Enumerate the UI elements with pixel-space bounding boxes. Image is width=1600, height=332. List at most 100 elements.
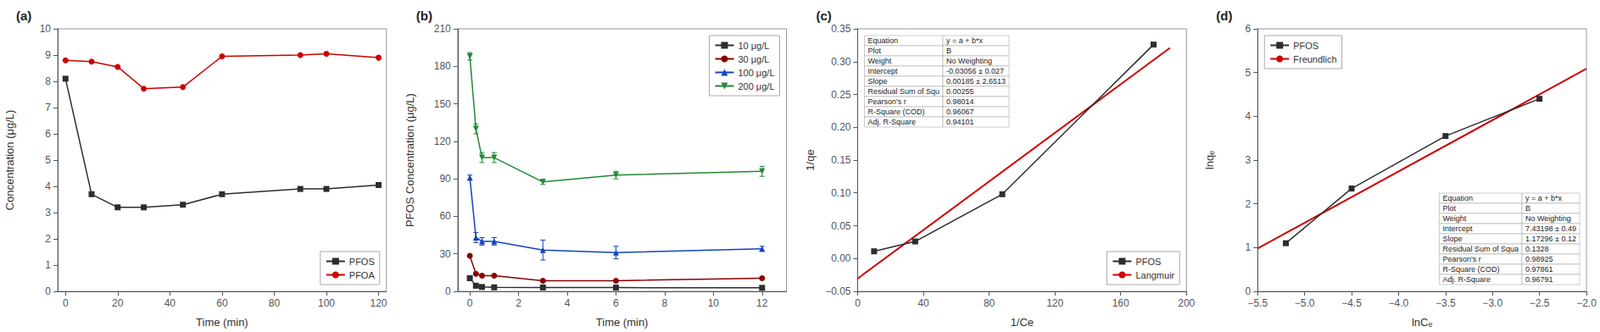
svg-text:(d): (d) [1215, 8, 1233, 23]
svg-text:10 μg/L: 10 μg/L [737, 40, 770, 51]
svg-text:−2.5: −2.5 [1529, 297, 1550, 310]
svg-text:0.00: 0.00 [830, 252, 852, 265]
svg-text:Plot: Plot [1442, 204, 1456, 213]
svg-text:R-Square (COD): R-Square (COD) [868, 107, 926, 117]
svg-text:0.15: 0.15 [830, 154, 852, 167]
svg-text:Slope: Slope [868, 77, 888, 86]
svg-text:Time (min): Time (min) [195, 316, 249, 329]
svg-text:4: 4 [1245, 110, 1252, 123]
svg-text:Adj. R-Square: Adj. R-Square [1442, 275, 1491, 285]
svg-text:Pearson's r: Pearson's r [868, 97, 907, 106]
svg-text:3: 3 [44, 206, 51, 219]
svg-text:R-Square (COD): R-Square (COD) [1442, 265, 1500, 274]
svg-text:100 μg/L: 100 μg/L [737, 67, 775, 79]
svg-text:lnCₑ: lnCₑ [1411, 316, 1433, 329]
svg-text:Residual Sum of Squa: Residual Sum of Squa [1442, 245, 1519, 254]
svg-text:60: 60 [439, 210, 452, 223]
svg-text:20: 20 [111, 297, 124, 310]
svg-text:0.96067: 0.96067 [946, 107, 975, 117]
svg-text:0: 0 [445, 285, 452, 298]
svg-text:0: 0 [467, 297, 474, 310]
svg-text:B: B [1525, 204, 1531, 213]
svg-text:0.97861: 0.97861 [1525, 265, 1554, 274]
svg-text:(b): (b) [416, 8, 433, 23]
svg-text:PFOS: PFOS [349, 256, 375, 268]
svg-text:12: 12 [756, 297, 769, 310]
svg-text:80: 80 [268, 297, 281, 310]
svg-text:6: 6 [1245, 22, 1252, 35]
svg-text:y = a + b*x: y = a + b*x [946, 36, 984, 45]
svg-text:-0.03056 ± 0.027: -0.03056 ± 0.027 [946, 66, 1004, 76]
svg-text:2: 2 [1245, 198, 1252, 211]
svg-text:10: 10 [708, 297, 720, 310]
svg-text:0.10: 0.10 [830, 187, 852, 200]
svg-text:1/Ce: 1/Ce [1010, 316, 1034, 329]
svg-text:lnqₑ: lnqₑ [1203, 150, 1216, 170]
svg-text:8: 8 [44, 75, 51, 88]
svg-text:0.05: 0.05 [830, 220, 852, 233]
svg-text:(a): (a) [16, 8, 32, 23]
svg-text:200 μg/L: 200 μg/L [737, 81, 775, 92]
svg-text:−0.05: −0.05 [825, 285, 852, 298]
svg-text:60: 60 [216, 297, 229, 310]
svg-text:4: 4 [44, 180, 51, 193]
svg-text:8: 8 [662, 297, 669, 310]
svg-text:120: 120 [1046, 297, 1064, 310]
svg-text:0.20: 0.20 [830, 121, 852, 134]
svg-text:1: 1 [1245, 241, 1252, 254]
svg-text:−3.0: −3.0 [1482, 297, 1503, 310]
svg-text:120: 120 [370, 297, 388, 310]
svg-text:9: 9 [44, 49, 51, 62]
svg-text:5: 5 [44, 154, 51, 167]
svg-text:−4.5: −4.5 [1341, 297, 1362, 310]
svg-text:PFOS Concentration (μg/L): PFOS Concentration (μg/L) [403, 93, 417, 228]
svg-text:−4.0: −4.0 [1388, 297, 1410, 310]
svg-text:−2.0: −2.0 [1576, 297, 1597, 310]
svg-text:40: 40 [917, 297, 930, 310]
svg-text:6: 6 [613, 297, 619, 310]
svg-text:100: 100 [317, 297, 335, 310]
svg-text:(c): (c) [816, 8, 832, 23]
svg-text:2: 2 [515, 297, 522, 310]
svg-text:Slope: Slope [1442, 234, 1462, 244]
svg-text:0.1328: 0.1328 [1525, 245, 1550, 254]
svg-text:0: 0 [854, 297, 861, 310]
svg-text:7: 7 [44, 101, 51, 114]
svg-text:−3.5: −3.5 [1435, 297, 1456, 310]
svg-text:Equation: Equation [1442, 194, 1473, 203]
svg-text:90: 90 [439, 172, 452, 185]
svg-text:No Weighting: No Weighting [946, 56, 993, 66]
svg-text:0.00255: 0.00255 [946, 87, 975, 96]
svg-text:6: 6 [44, 128, 51, 140]
svg-text:−5.0: −5.0 [1294, 297, 1316, 310]
svg-text:Residual Sum of Squ: Residual Sum of Squ [868, 87, 941, 96]
svg-text:y = a + b*x: y = a + b*x [1525, 194, 1563, 203]
svg-text:Intercept: Intercept [868, 66, 899, 76]
svg-text:1/qe: 1/qe [803, 149, 817, 171]
svg-text:0: 0 [62, 297, 69, 310]
svg-text:0.30: 0.30 [830, 55, 852, 68]
svg-text:Concentration (μg/L): Concentration (μg/L) [3, 110, 17, 212]
svg-text:Weight: Weight [868, 56, 892, 66]
svg-text:1: 1 [44, 259, 51, 272]
svg-text:40: 40 [164, 297, 177, 310]
svg-text:2: 2 [44, 233, 51, 246]
svg-text:160: 160 [1112, 297, 1130, 310]
svg-text:1.17296 ± 0.12: 1.17296 ± 0.12 [1525, 234, 1577, 244]
svg-text:PFOA: PFOA [349, 270, 376, 281]
svg-text:150: 150 [434, 98, 452, 111]
svg-text:Time (min): Time (min) [596, 316, 649, 329]
svg-text:0.94101: 0.94101 [946, 117, 975, 127]
svg-text:0: 0 [1245, 285, 1252, 298]
svg-text:0.98925: 0.98925 [1525, 255, 1554, 264]
svg-text:PFOS: PFOS [1293, 40, 1319, 51]
svg-text:0.96791: 0.96791 [1525, 275, 1554, 285]
svg-text:Freundlich: Freundlich [1293, 54, 1337, 65]
svg-text:Intercept: Intercept [1442, 224, 1473, 234]
svg-text:Weight: Weight [1442, 214, 1467, 223]
svg-text:0.98014: 0.98014 [946, 97, 975, 106]
svg-text:0.35: 0.35 [830, 22, 852, 35]
svg-text:120: 120 [434, 135, 452, 148]
svg-text:5: 5 [1245, 66, 1252, 79]
svg-text:0: 0 [44, 285, 51, 298]
